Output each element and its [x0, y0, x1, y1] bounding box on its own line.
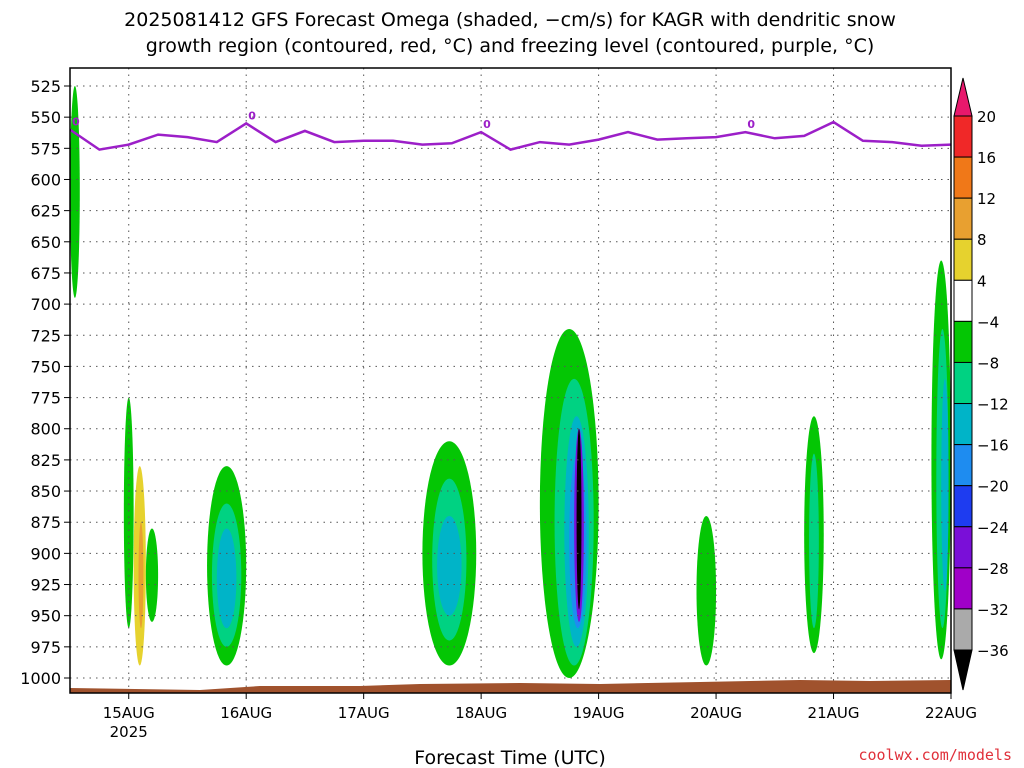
omega-region-18: [696, 515, 717, 666]
freezing-level-label-0: 0: [72, 116, 80, 129]
y-tick-label-925: 925: [30, 576, 61, 595]
colorbar-label--16: −16: [977, 437, 1009, 455]
omega-region-1: [123, 397, 134, 629]
y-tick-label-600: 600: [30, 170, 61, 189]
terrain-strip: [70, 680, 951, 693]
colorbar-label--28: −28: [977, 560, 1009, 578]
y-tick-label-950: 950: [30, 607, 61, 626]
colorbar-swatch-6: [953, 361, 973, 405]
omega-region-8: [275, 104, 286, 379]
x-tick-sublabel-15AUG: 2025: [110, 723, 148, 741]
omega-shading-layer: [70, 86, 951, 678]
freezing-level-line: [70, 120, 951, 151]
x-tick-label-16AUG: 16AUG: [220, 704, 272, 722]
y-tick-label-700: 700: [30, 295, 61, 314]
colorbar-swatch-10: [953, 526, 973, 569]
y-tick-label-550: 550: [30, 108, 61, 127]
colorbar-swatch-2: [953, 197, 973, 240]
colorbar-top-triangle: [953, 77, 973, 117]
omega-region-7: [216, 528, 237, 629]
colorbar-label--32: −32: [977, 601, 1009, 619]
x-tick-label-20AUG: 20AUG: [690, 704, 742, 722]
chart-title-line-2: growth region (contoured, red, °C) and f…: [146, 35, 875, 57]
y-axis: 525 550 575 600 625 650 675 700 725 750 775 800 825 8…: [20, 77, 70, 688]
freezing-level-contour: 0 0 0 0: [70, 109, 951, 151]
ground-surface: [70, 680, 951, 693]
x-tick-label-18AUG: 18AUG: [455, 704, 507, 722]
colorbar-swatch-1: [953, 156, 973, 199]
omega-region-17: [576, 428, 582, 610]
omega-region-23: [941, 378, 949, 591]
colorbar-label-8: 8: [977, 231, 987, 249]
colorbar-label-20: 20: [977, 108, 996, 126]
y-tick-label-725: 725: [30, 326, 61, 345]
colorbar-swatch-8: [953, 444, 973, 487]
colorbar-label-4: 4: [977, 272, 987, 290]
colorbar-swatch-11: [953, 567, 973, 610]
colorbar-swatch-5: [953, 320, 973, 363]
colorbar-label--20: −20: [977, 478, 1009, 496]
y-tick-label-875: 875: [30, 513, 61, 532]
colorbar-label--8: −8: [977, 354, 999, 372]
x-tick-label-21AUG: 21AUG: [808, 704, 860, 722]
omega-region-3: [138, 522, 144, 629]
plot-frame: [69, 67, 952, 694]
y-tick-label-575: 575: [30, 139, 61, 158]
colorbar-label-16: 16: [977, 149, 996, 167]
freezing-level-label-2: 0: [483, 118, 491, 131]
colorbar-swatch-4: [953, 279, 973, 322]
x-tick-label-17AUG: 17AUG: [338, 704, 390, 722]
colorbar-label--36: −36: [977, 642, 1009, 660]
omega-region-0: [70, 86, 80, 298]
colorbar-swatch-3: [953, 238, 973, 281]
y-tick-label-800: 800: [30, 420, 61, 439]
colorbar-bottom-triangle: [953, 649, 973, 691]
colorbar-swatch-7: [953, 403, 973, 446]
colorbar-swatch-9: [953, 485, 973, 528]
y-tick-label-525: 525: [30, 77, 61, 96]
y-tick-label-1000: 1000: [20, 669, 61, 688]
x-tick-label-15AUG: 15AUG: [103, 704, 155, 722]
y-tick-label-775: 775: [30, 389, 61, 408]
y-tick-label-825: 825: [30, 451, 61, 470]
x-tick-label-22AUG: 22AUG: [925, 704, 977, 722]
freezing-level-label-3: 0: [747, 118, 755, 131]
omega-region-20: [809, 453, 819, 629]
colorbar: 20 16 12 8 4 −4 −8 −12 −16 −20 −24 −28 −32 −36: [953, 77, 1009, 691]
colorbar-swatch-0: [953, 115, 973, 158]
colorbar-label--4: −4: [977, 313, 999, 331]
colorbar-swatch-12: [953, 608, 973, 651]
colorbar-label-12: 12: [977, 190, 996, 208]
chart-title-line-1: 2025081412 GFS Forecast Omega (shaded, −…: [124, 9, 896, 31]
credit-text: coolwx.com/models: [858, 746, 1012, 764]
colorbar-label--24: −24: [977, 519, 1009, 537]
colorbar-label--12: −12: [977, 396, 1009, 414]
y-tick-label-750: 750: [30, 357, 61, 376]
freezing-level-label-1: 0: [248, 109, 256, 122]
y-tick-label-625: 625: [30, 202, 61, 221]
x-tick-label-19AUG: 19AUG: [573, 704, 625, 722]
y-tick-label-675: 675: [30, 264, 61, 283]
y-tick-label-975: 975: [30, 638, 61, 657]
y-tick-label-850: 850: [30, 482, 61, 501]
y-tick-label-900: 900: [30, 544, 61, 563]
omega-region-11: [437, 515, 462, 616]
y-tick-label-650: 650: [30, 233, 61, 252]
omega-region-4: [145, 528, 159, 622]
x-axis-title: Forecast Time (UTC): [414, 747, 605, 768]
